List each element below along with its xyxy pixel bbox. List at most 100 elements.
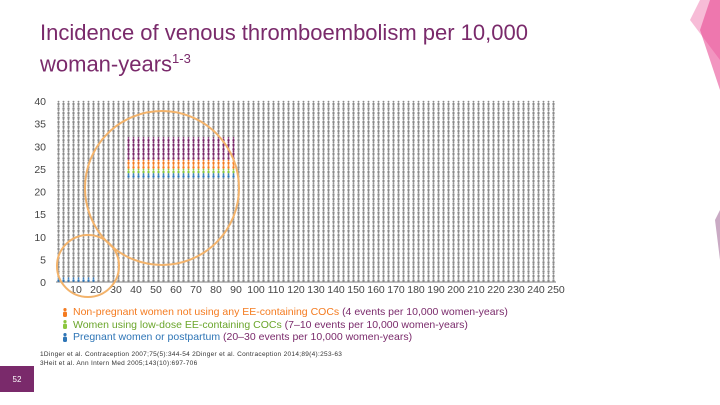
person-icon xyxy=(497,209,500,214)
person-head xyxy=(497,209,500,212)
person-icon xyxy=(182,268,185,273)
person-icon xyxy=(547,268,550,273)
person-head xyxy=(287,277,290,280)
person-icon xyxy=(142,209,145,214)
person-head xyxy=(362,268,365,270)
person-body xyxy=(162,233,165,237)
person-icon xyxy=(287,272,290,278)
person-head xyxy=(92,236,95,239)
person-icon xyxy=(282,254,285,260)
person-head xyxy=(202,236,205,239)
person-head xyxy=(487,245,490,248)
person-body xyxy=(262,206,265,210)
person-body xyxy=(82,279,85,282)
person-head xyxy=(367,250,370,252)
person-body xyxy=(357,233,360,237)
person-head xyxy=(382,263,385,266)
person-body xyxy=(402,224,405,228)
person-body xyxy=(512,274,515,278)
person-body xyxy=(547,252,550,255)
person-icon xyxy=(427,222,430,228)
person-icon xyxy=(232,222,235,228)
person-head xyxy=(202,213,205,216)
person-body xyxy=(162,261,165,264)
person-body xyxy=(522,220,525,224)
person-body xyxy=(402,270,405,273)
person-icon xyxy=(382,222,385,228)
person-head xyxy=(502,231,505,234)
person-icon xyxy=(112,272,115,278)
person-body xyxy=(492,211,495,214)
person-body xyxy=(367,211,370,214)
person-body xyxy=(257,233,260,237)
person-body xyxy=(212,247,215,251)
person-icon xyxy=(482,231,485,237)
person-body xyxy=(137,265,140,269)
person-head xyxy=(87,250,90,252)
person-body xyxy=(352,261,355,264)
person-icon xyxy=(197,241,200,246)
person-icon xyxy=(342,209,345,214)
person-icon xyxy=(382,272,385,278)
person-body xyxy=(347,274,350,278)
person-icon xyxy=(197,227,200,233)
person-body xyxy=(122,238,125,242)
person-head xyxy=(507,236,510,239)
person-icon xyxy=(387,259,390,264)
person-head xyxy=(182,254,185,257)
person-icon xyxy=(532,209,535,214)
person-body xyxy=(502,252,505,255)
x-tick-label: 10 xyxy=(70,284,82,296)
person-body xyxy=(202,215,205,219)
person-body xyxy=(217,261,220,264)
person-body xyxy=(487,211,490,214)
person-head xyxy=(232,204,235,207)
person-icon xyxy=(302,272,305,278)
person-body xyxy=(92,265,95,269)
person-icon xyxy=(542,222,545,228)
person-head xyxy=(487,263,490,266)
person-icon xyxy=(447,277,450,282)
person-head xyxy=(527,222,530,225)
person-body xyxy=(287,215,290,219)
person-body xyxy=(347,256,350,260)
person-icon xyxy=(522,250,525,255)
person-body xyxy=(357,279,360,282)
person-head xyxy=(432,245,435,248)
person-icon xyxy=(107,250,110,255)
person-head xyxy=(142,204,145,207)
person-head xyxy=(372,227,375,230)
person-icon xyxy=(437,268,440,273)
person-body xyxy=(547,243,550,246)
person-head xyxy=(362,263,365,266)
person-body xyxy=(157,243,160,246)
person-head xyxy=(377,277,380,280)
person-head xyxy=(427,241,430,243)
person-body xyxy=(307,238,310,242)
person-icon xyxy=(297,254,300,260)
person-head xyxy=(482,231,485,234)
person-head xyxy=(227,277,230,280)
person-head xyxy=(242,213,245,216)
person-head xyxy=(187,272,190,275)
person-icon xyxy=(447,245,450,251)
person-body xyxy=(487,220,490,224)
person-icon xyxy=(227,213,230,219)
person-icon xyxy=(427,272,430,278)
person-icon xyxy=(322,213,325,219)
person-head xyxy=(282,218,285,221)
person-head xyxy=(252,254,255,257)
person-head xyxy=(492,241,495,243)
person-head xyxy=(357,227,360,230)
person-head xyxy=(307,209,310,212)
person-icon xyxy=(112,259,115,264)
person-head xyxy=(182,209,185,212)
person-icon xyxy=(167,231,170,237)
person-head xyxy=(432,254,435,257)
person-icon xyxy=(77,222,80,228)
person-head xyxy=(377,218,380,221)
person-body xyxy=(197,265,200,269)
person-head xyxy=(182,222,185,225)
person-body xyxy=(247,265,250,269)
person-head xyxy=(392,209,395,212)
